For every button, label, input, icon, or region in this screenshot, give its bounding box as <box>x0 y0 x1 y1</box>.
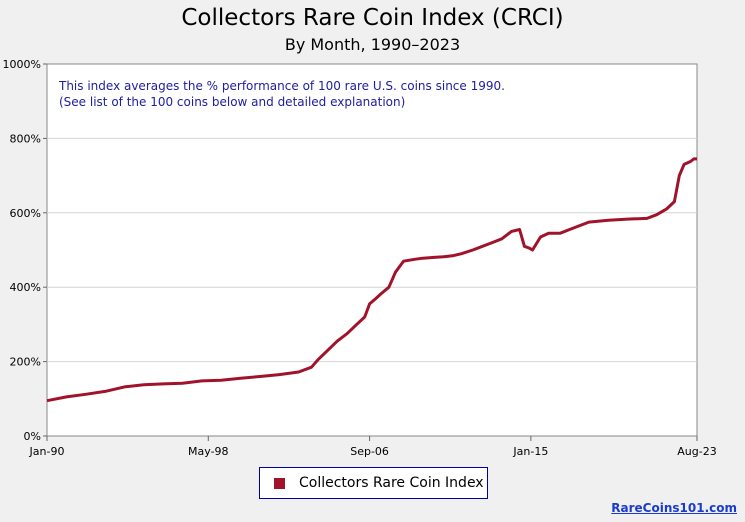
x-tick-label: May-98 <box>188 445 229 458</box>
x-tick-label: Sep-06 <box>350 445 389 458</box>
x-tick-label: Jan-15 <box>512 445 548 458</box>
plot-area <box>46 63 698 437</box>
y-tick-label: 200% <box>10 356 41 369</box>
series-line <box>46 157 697 403</box>
y-tick-label: 800% <box>10 132 41 145</box>
chart-subtitle: By Month, 1990–2023 <box>284 35 461 54</box>
credit-link[interactable]: RareCoins101.com <box>611 501 737 515</box>
annotation-line-1: This index averages the % performance of… <box>58 79 505 93</box>
x-tick-label: Aug-23 <box>677 445 716 458</box>
chart-title: Collectors Rare Coin Index (CRCI) <box>181 5 564 31</box>
annotation-line-2: (See list of the 100 coins below and det… <box>59 95 405 109</box>
x-tick-label: Jan-90 <box>29 445 65 458</box>
y-tick-label: 1000% <box>3 58 41 71</box>
y-tick-label: 0% <box>24 430 41 443</box>
y-tick-label: 400% <box>10 281 41 294</box>
legend-label: Collectors Rare Coin Index <box>299 475 484 491</box>
legend-swatch <box>274 477 285 489</box>
y-tick-label: 600% <box>10 207 41 220</box>
legend[interactable]: Collectors Rare Coin Index <box>259 467 488 499</box>
